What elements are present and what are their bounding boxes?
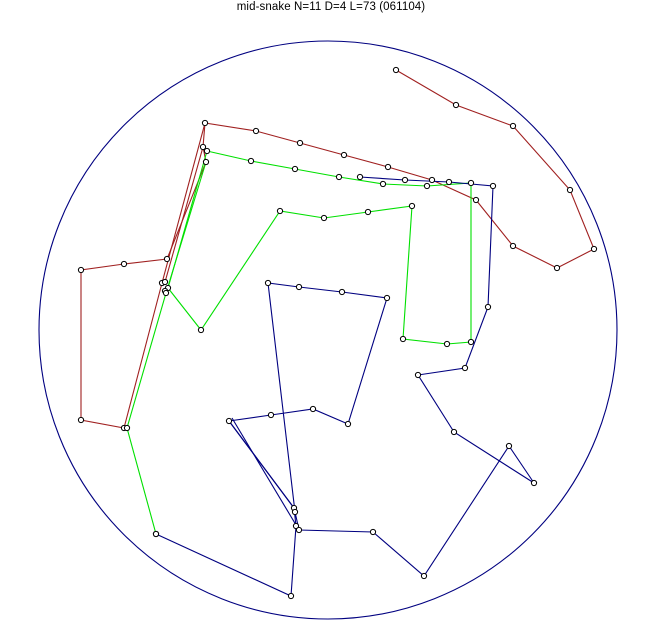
green-vertex-marker bbox=[467, 338, 475, 346]
blue-marker-group bbox=[152, 173, 538, 600]
red-connector-1 bbox=[164, 146, 204, 283]
red-vertex-marker bbox=[428, 176, 436, 184]
blue-vertex-marker bbox=[383, 294, 391, 302]
green-vertex-marker bbox=[364, 208, 372, 216]
blue-connector-1 bbox=[231, 417, 300, 531]
green-marker-group bbox=[123, 147, 475, 538]
blue-vertex-marker bbox=[505, 442, 513, 450]
blue-vertex-marker bbox=[267, 411, 275, 419]
blue-vertex-marker bbox=[309, 405, 317, 413]
blue-vertex-marker bbox=[264, 279, 272, 287]
blue-vertex-marker bbox=[292, 522, 300, 530]
red-vertex-marker bbox=[120, 260, 128, 268]
red-vertex-marker bbox=[509, 242, 517, 250]
green-vertex-marker bbox=[335, 173, 343, 181]
red-path-group bbox=[80, 69, 595, 429]
blue-vertex-marker bbox=[356, 173, 364, 181]
blue-vertex-marker bbox=[344, 420, 352, 428]
red-path-polyline bbox=[80, 69, 595, 429]
plot-title: mid-snake N=11 D=4 L=73 (061104) bbox=[236, 1, 426, 13]
green-vertex-marker bbox=[443, 340, 451, 348]
blue-vertex-marker bbox=[414, 371, 422, 379]
blue-vertex-marker bbox=[295, 526, 303, 534]
green-connector-1 bbox=[165, 161, 207, 294]
green-path-polyline bbox=[126, 150, 472, 535]
red-vertex-marker bbox=[392, 66, 400, 74]
red-vertex-marker bbox=[163, 255, 171, 263]
red-marker-group bbox=[77, 66, 598, 432]
red-vertex-marker bbox=[161, 278, 169, 286]
red-vertex-marker bbox=[509, 122, 517, 130]
red-vertex-marker bbox=[296, 139, 304, 147]
red-vertex-marker bbox=[472, 196, 480, 204]
blue-vertex-marker bbox=[338, 288, 346, 296]
blue-vertex-marker bbox=[530, 479, 538, 487]
blue-vertex-marker bbox=[450, 428, 458, 436]
green-vertex-marker bbox=[123, 424, 131, 432]
blue-vertex-marker bbox=[401, 176, 409, 184]
red-vertex-marker bbox=[202, 158, 210, 166]
green-vertex-marker bbox=[162, 289, 170, 297]
boundary-circle bbox=[38, 40, 618, 620]
blue-vertex-marker bbox=[461, 364, 469, 372]
green-vertex-marker bbox=[203, 147, 211, 155]
red-vertex-marker bbox=[77, 266, 85, 274]
green-vertex-marker bbox=[379, 180, 387, 188]
green-vertex-marker bbox=[423, 182, 431, 190]
green-vertex-marker bbox=[399, 335, 407, 343]
blue-vertex-marker bbox=[489, 182, 497, 190]
red-vertex-marker bbox=[252, 127, 260, 135]
red-vertex-marker bbox=[553, 264, 561, 272]
blue-path-polyline bbox=[155, 176, 535, 597]
red-vertex-marker bbox=[384, 163, 392, 171]
red-connector-0 bbox=[161, 122, 206, 284]
blue-vertex-marker bbox=[295, 283, 303, 291]
green-vertex-marker bbox=[467, 179, 475, 187]
green-vertex-marker bbox=[276, 207, 284, 215]
red-vertex-marker bbox=[340, 151, 348, 159]
blue-connector-0 bbox=[228, 420, 295, 509]
blue-path-group bbox=[155, 176, 535, 597]
red-vertex-marker bbox=[201, 119, 209, 127]
blue-vertex-marker bbox=[484, 303, 492, 311]
boundary-circle-group bbox=[38, 40, 618, 620]
red-vertex-marker bbox=[77, 416, 85, 424]
red-vertex-marker bbox=[590, 245, 598, 253]
blue-vertex-marker bbox=[287, 592, 295, 600]
blue-vertex-marker bbox=[152, 530, 160, 538]
blue-vertex-marker bbox=[445, 178, 453, 186]
red-vertex-marker bbox=[452, 101, 460, 109]
blue-vertex-marker bbox=[369, 528, 377, 536]
blue-vertex-marker bbox=[225, 417, 233, 425]
blue-vertex-marker bbox=[420, 572, 428, 580]
green-vertex-marker bbox=[320, 214, 328, 222]
blue-vertex-marker bbox=[291, 508, 299, 516]
red-vertex-marker bbox=[199, 143, 207, 151]
green-path-group bbox=[126, 150, 472, 535]
green-vertex-marker bbox=[247, 157, 255, 165]
green-vertex-marker bbox=[197, 326, 205, 334]
green-vertex-marker bbox=[408, 202, 416, 210]
green-vertex-marker bbox=[291, 165, 299, 173]
red-vertex-marker bbox=[566, 186, 574, 194]
